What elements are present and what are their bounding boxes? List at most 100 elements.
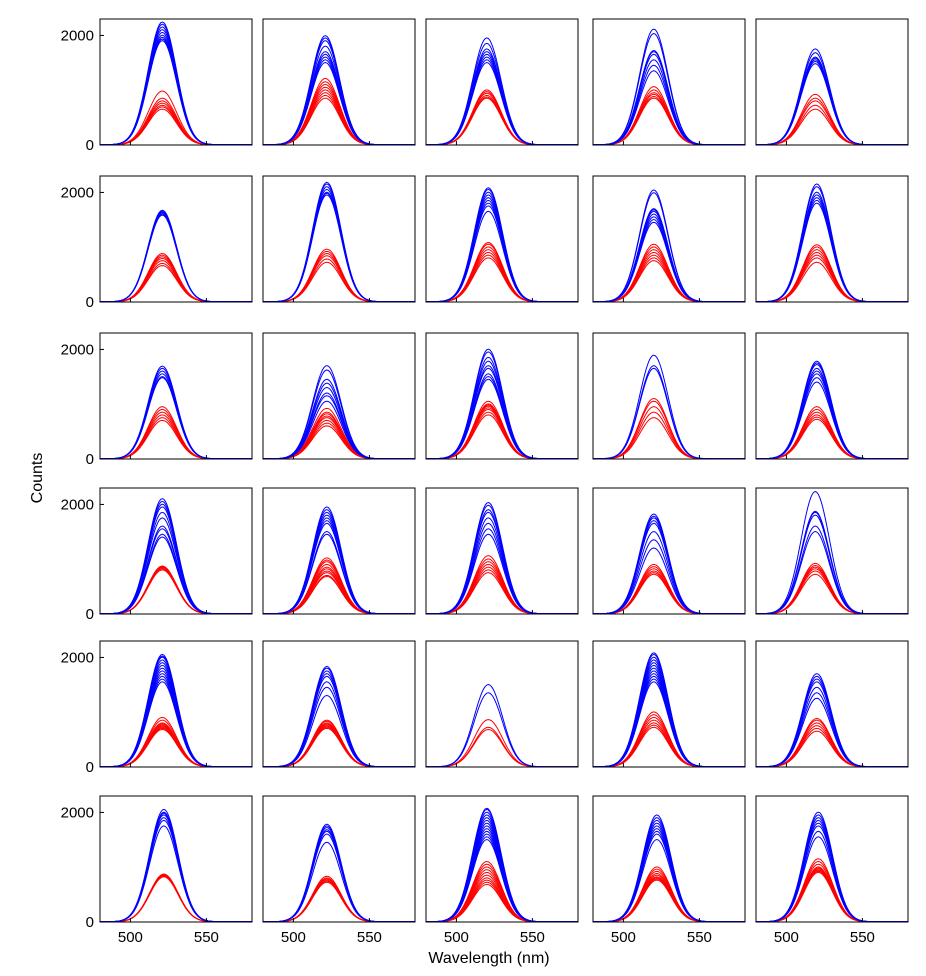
blue-spectrum-line [426, 836, 578, 922]
panel-r0-c3 [592, 18, 746, 146]
red-spectrum-line [100, 417, 252, 459]
blue-spectrum-line [100, 814, 252, 922]
red-spectrum-line [756, 100, 908, 145]
x-tick-label: 500 [611, 929, 636, 946]
panel-r2-c1 [262, 332, 416, 460]
blue-spectrum-line [756, 692, 908, 767]
red-spectrum-line [100, 722, 252, 767]
blue-spectrum-line [756, 197, 908, 302]
panel-frame [99, 640, 253, 768]
blue-spectrum-line [263, 823, 415, 922]
red-spectrum-line [756, 261, 908, 302]
blue-spectrum-line [426, 692, 578, 767]
blue-spectrum-line [593, 189, 745, 302]
blue-spectrum-line [756, 822, 908, 922]
red-spectrum-line [263, 563, 415, 614]
panel-r4-c4 [755, 640, 909, 768]
red-spectrum-line [100, 102, 252, 145]
blue-spectrum-line [593, 828, 745, 922]
x-tick-label: 500 [118, 929, 143, 946]
panel-curves [426, 684, 578, 767]
blue-spectrum-line [100, 40, 252, 145]
panel-frame [262, 795, 416, 923]
panel-frame [99, 795, 253, 923]
red-spectrum-line [426, 411, 578, 459]
panel-frame [592, 795, 746, 923]
blue-spectrum-line [263, 509, 415, 614]
blue-spectrum-line [100, 817, 252, 922]
panel-r5-c2: 500 550 [425, 795, 579, 946]
panel-curves [100, 21, 252, 145]
panel-curves [426, 501, 578, 614]
panel-curves [100, 365, 252, 459]
red-spectrum-line [100, 726, 252, 767]
blue-spectrum-line [100, 370, 252, 459]
y-tick-label: 0 [86, 451, 94, 468]
panel-r5-c3: 500 550 [592, 795, 746, 946]
blue-spectrum-line [426, 839, 578, 922]
panel-curves [756, 183, 908, 302]
blue-spectrum-line [100, 377, 252, 459]
red-spectrum-line [756, 254, 908, 302]
panel-frame [99, 332, 253, 460]
panel-frame [755, 18, 909, 146]
blue-spectrum-line [263, 188, 415, 302]
blue-spectrum-line [593, 216, 745, 302]
red-spectrum-line [100, 875, 252, 922]
x-axis-title: Wavelength (nm) [428, 950, 549, 967]
panel-curves [593, 28, 745, 145]
x-tick-label: 550 [194, 929, 219, 946]
panel-curves [100, 653, 252, 767]
blue-spectrum-line [100, 664, 252, 767]
x-tick-label: 500 [774, 929, 799, 946]
panel-curves [593, 354, 745, 459]
red-spectrum-line [593, 573, 745, 614]
panel-r3-c4 [755, 487, 909, 615]
blue-spectrum-line [263, 517, 415, 614]
red-spectrum-line [593, 874, 745, 922]
x-tick-label: 550 [520, 929, 545, 946]
panel-frame [262, 487, 416, 615]
red-spectrum-line [263, 724, 415, 767]
blue-spectrum-line [426, 62, 578, 145]
blue-spectrum-line [426, 197, 578, 302]
red-spectrum-line [426, 96, 578, 145]
panel-r3-c1 [262, 487, 416, 615]
blue-spectrum-line [263, 181, 415, 302]
blue-spectrum-line [756, 194, 908, 302]
panel-frame [99, 487, 253, 615]
y-tick-label: 0 [86, 294, 94, 311]
red-spectrum-line [100, 723, 252, 767]
blue-spectrum-line [100, 819, 252, 922]
panel-frame [262, 175, 416, 303]
blue-spectrum-line [756, 525, 908, 614]
red-spectrum-line [426, 94, 578, 145]
panel-frame [755, 332, 909, 460]
red-spectrum-line [756, 104, 908, 145]
blue-spectrum-line [756, 830, 908, 922]
red-spectrum-line [100, 414, 252, 459]
blue-spectrum-line [593, 515, 745, 614]
panel-r5-c4: 500 550 [755, 795, 909, 946]
red-spectrum-line [426, 726, 578, 767]
panel-r5-c1: 500 550 [262, 795, 416, 946]
blue-spectrum-line [263, 520, 415, 614]
red-spectrum-line [263, 875, 415, 922]
blue-spectrum-line [100, 34, 252, 145]
panel-r2-c3 [592, 332, 746, 460]
blue-spectrum-line [426, 202, 578, 302]
panel-r4-c0: 0 2000 [61, 640, 253, 776]
red-spectrum-line [100, 874, 252, 922]
panel-frame [592, 18, 746, 146]
blue-spectrum-line [756, 697, 908, 767]
panel-r1-c2 [425, 175, 579, 303]
y-tick-label: 2000 [61, 27, 94, 44]
panel-r4-c3 [592, 640, 746, 768]
panel-r4-c2 [425, 640, 579, 768]
panel-frame [99, 175, 253, 303]
red-spectrum-line [756, 568, 908, 614]
panel-frame [99, 18, 253, 146]
panel-r0-c4 [755, 18, 909, 146]
y-tick-label: 2000 [61, 496, 94, 513]
blue-spectrum-line [100, 214, 252, 302]
